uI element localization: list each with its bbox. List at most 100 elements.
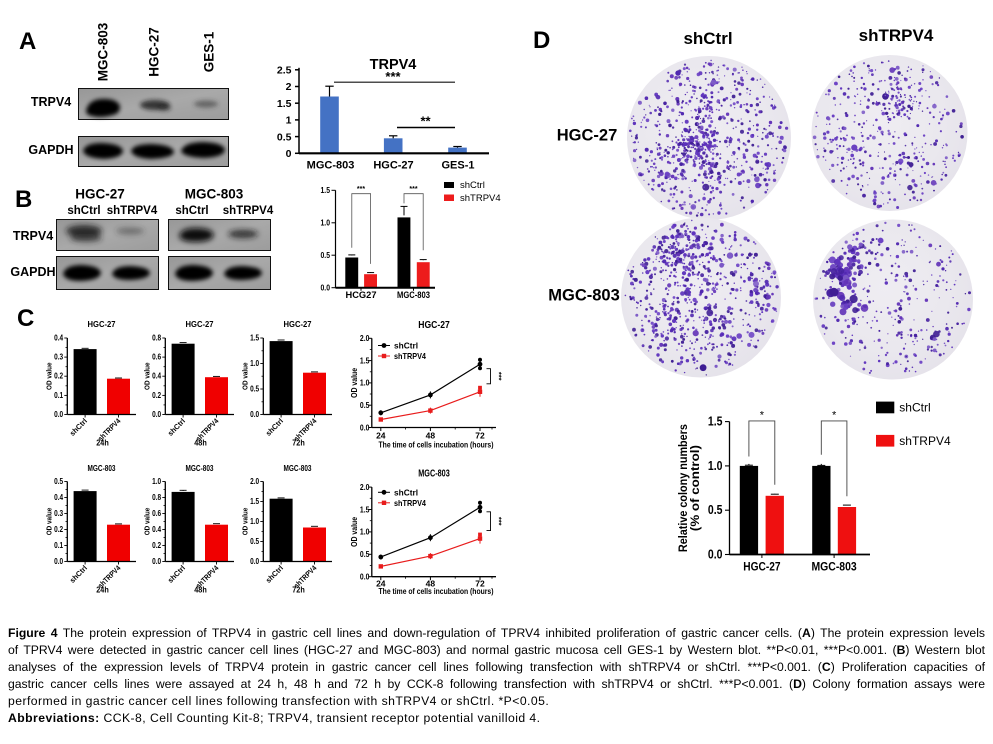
svg-text:0.0: 0.0 — [360, 572, 370, 582]
svg-text:0: 0 — [286, 148, 292, 160]
svg-text:72: 72 — [475, 579, 485, 589]
svg-text:2.0: 2.0 — [360, 333, 370, 343]
svg-text:0.4: 0.4 — [152, 371, 161, 381]
svg-text:1.0: 1.0 — [152, 476, 161, 486]
svg-text:***: *** — [495, 517, 504, 526]
svg-text:48h: 48h — [194, 585, 207, 595]
svg-text:0.0: 0.0 — [708, 548, 723, 562]
svg-text:OD value: OD value — [351, 368, 359, 398]
svg-text:0.4: 0.4 — [54, 492, 63, 502]
svg-text:0.2: 0.2 — [152, 540, 161, 550]
svg-text:***: *** — [495, 372, 504, 381]
svg-text:HGC-27: HGC-27 — [186, 319, 214, 329]
svg-text:MGC-803: MGC-803 — [186, 463, 214, 473]
svg-text:72h: 72h — [292, 438, 305, 448]
svg-text:72h: 72h — [292, 585, 305, 595]
svg-text:0.8: 0.8 — [152, 492, 161, 502]
svg-text:OD value: OD value — [143, 362, 152, 390]
svg-text:HGC-27: HGC-27 — [743, 560, 780, 574]
svg-text:0.5: 0.5 — [321, 251, 331, 260]
svg-text:1.5: 1.5 — [250, 332, 259, 342]
svg-text:2.0: 2.0 — [250, 476, 259, 486]
svg-text:The time of cells incubation (: The time of cells incubation (hours) — [379, 439, 494, 449]
svg-text:*: * — [760, 410, 765, 422]
svg-text:HCG27: HCG27 — [346, 290, 377, 300]
svg-text:shTRPV4: shTRPV4 — [460, 193, 501, 204]
svg-text:0.3: 0.3 — [54, 508, 63, 518]
svg-text:0.2: 0.2 — [54, 524, 63, 534]
svg-text:***: *** — [385, 69, 401, 84]
svg-text:OD value: OD value — [241, 362, 250, 390]
svg-text:0.3: 0.3 — [54, 352, 63, 362]
svg-text:**: ** — [420, 114, 431, 129]
svg-text:shCtrl: shCtrl — [264, 417, 285, 438]
svg-text:***: *** — [409, 186, 417, 193]
svg-text:1.5: 1.5 — [360, 504, 370, 514]
svg-text:shCtrl: shCtrl — [166, 564, 187, 585]
svg-text:0.0: 0.0 — [250, 556, 259, 566]
svg-text:24h: 24h — [96, 585, 109, 595]
svg-text:0.2: 0.2 — [152, 390, 161, 400]
svg-text:***: *** — [357, 186, 365, 193]
svg-text:0.5: 0.5 — [360, 549, 370, 559]
svg-text:0.1: 0.1 — [54, 390, 63, 400]
svg-text:1.5: 1.5 — [708, 415, 723, 429]
svg-text:OD value: OD value — [351, 517, 359, 547]
svg-text:1: 1 — [286, 115, 292, 127]
svg-text:1.0: 1.0 — [250, 358, 259, 368]
svg-text:2.0: 2.0 — [360, 482, 370, 492]
svg-text:0.5: 0.5 — [54, 476, 63, 486]
svg-text:HGC-27: HGC-27 — [88, 319, 116, 329]
svg-text:TRPV4: TRPV4 — [370, 57, 417, 73]
svg-text:0.4: 0.4 — [54, 332, 63, 342]
svg-text:48: 48 — [426, 579, 436, 589]
svg-text:2: 2 — [286, 81, 292, 93]
svg-text:shTRPV4: shTRPV4 — [394, 498, 426, 508]
svg-text:Relative colony numbers: Relative colony numbers — [676, 424, 690, 552]
svg-text:0.0: 0.0 — [321, 284, 331, 293]
svg-text:1.5: 1.5 — [321, 186, 331, 195]
svg-text:72: 72 — [475, 431, 485, 441]
svg-text:1.0: 1.0 — [360, 527, 370, 537]
svg-text:MGC-803: MGC-803 — [284, 463, 312, 473]
svg-text:OD value: OD value — [45, 508, 54, 536]
svg-text:0.2: 0.2 — [54, 371, 63, 381]
svg-text:0.0: 0.0 — [54, 409, 63, 419]
svg-text:GES-1: GES-1 — [441, 160, 474, 172]
svg-text:shCtrl: shCtrl — [394, 341, 418, 351]
svg-text:24: 24 — [376, 431, 386, 441]
svg-text:0.0: 0.0 — [360, 422, 370, 432]
svg-text:0.1: 0.1 — [54, 540, 63, 550]
svg-text:OD value: OD value — [45, 362, 54, 390]
svg-text:HGC-27: HGC-27 — [418, 320, 450, 331]
svg-text:0.0: 0.0 — [152, 556, 161, 566]
svg-text:MGC-803: MGC-803 — [812, 560, 857, 574]
svg-text:HGC-27: HGC-27 — [284, 319, 312, 329]
svg-text:shTRPV4: shTRPV4 — [394, 351, 426, 361]
svg-text:0.0: 0.0 — [54, 556, 63, 566]
svg-text:0.4: 0.4 — [152, 524, 161, 534]
svg-text:24: 24 — [376, 579, 386, 589]
svg-text:1.0: 1.0 — [250, 516, 259, 526]
svg-text:MGC-803: MGC-803 — [307, 160, 355, 172]
svg-text:HGC-27: HGC-27 — [373, 160, 413, 172]
svg-text:shCtrl: shCtrl — [264, 564, 285, 585]
svg-text:0.5: 0.5 — [250, 383, 259, 393]
svg-text:48: 48 — [426, 431, 436, 441]
svg-text:(% of control): (% of control) — [688, 445, 702, 531]
svg-text:shCtrl: shCtrl — [899, 401, 930, 415]
svg-text:48h: 48h — [194, 438, 207, 448]
svg-text:MGC-803: MGC-803 — [418, 469, 450, 480]
svg-text:0.6: 0.6 — [152, 508, 161, 518]
svg-text:shCtrl: shCtrl — [166, 417, 187, 438]
svg-text:The time of cells incubation (: The time of cells incubation (hours) — [379, 586, 494, 596]
svg-text:MGC-803: MGC-803 — [88, 463, 116, 473]
svg-text:1.5: 1.5 — [360, 355, 370, 365]
svg-text:MGC-803: MGC-803 — [397, 290, 430, 300]
svg-text:24h: 24h — [96, 438, 109, 448]
svg-text:OD value: OD value — [143, 508, 152, 536]
svg-text:2.5: 2.5 — [277, 65, 292, 77]
svg-text:*: * — [832, 410, 837, 422]
svg-text:shCtrl: shCtrl — [68, 417, 89, 438]
svg-text:0.5: 0.5 — [250, 536, 259, 546]
